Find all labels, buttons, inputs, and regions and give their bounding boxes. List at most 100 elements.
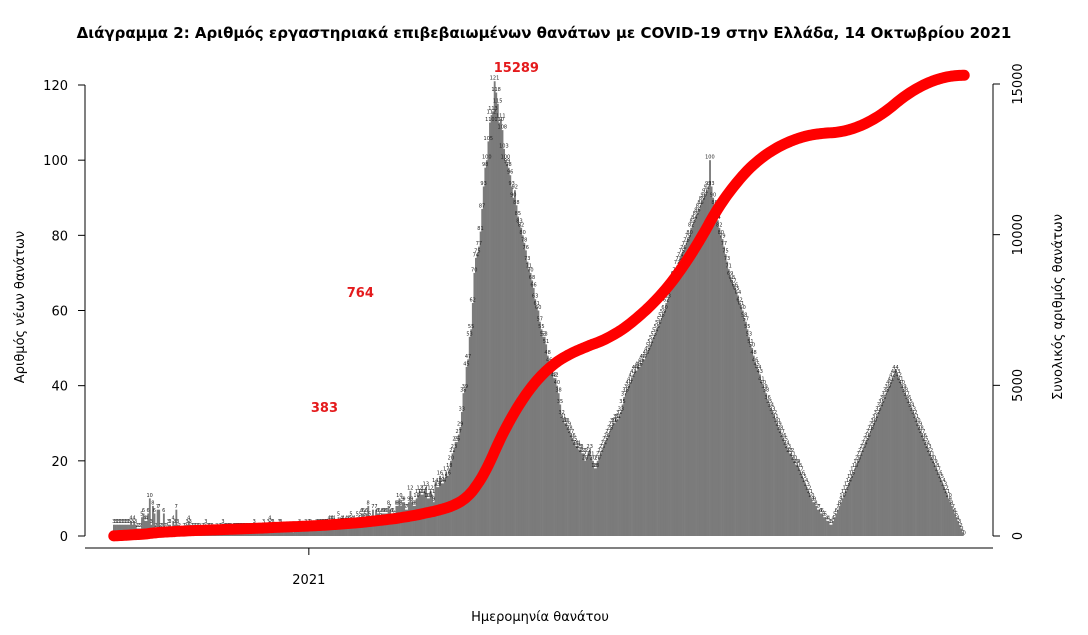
bar (699, 205, 702, 536)
bar (679, 257, 682, 536)
bar-value-label: 25 (571, 437, 577, 443)
bar-value-label: 19 (931, 459, 937, 465)
bar (890, 381, 892, 536)
bar (656, 329, 658, 536)
bar (757, 370, 760, 536)
bar-value-label: 82 (518, 222, 524, 228)
bar-value-label: 99 (504, 158, 510, 164)
bar (261, 532, 264, 536)
bar-value-label: 15 (847, 474, 853, 480)
y-tick-left-label: 20 (51, 455, 68, 470)
bar-value-label: 69 (727, 271, 733, 277)
bar-value-label: 4 (328, 515, 331, 521)
bar-value-label: 10 (426, 493, 432, 499)
bar (571, 438, 574, 536)
bar (460, 411, 463, 536)
bar-value-label: 45 (463, 361, 469, 367)
bar (774, 419, 777, 536)
bar (899, 381, 902, 536)
bar-value-label: 20 (930, 455, 936, 461)
bar (868, 434, 871, 536)
bar (482, 186, 485, 537)
bar-value-label: 8 (396, 500, 399, 506)
bar-value-label: 46 (546, 358, 552, 364)
bar (930, 457, 933, 536)
bar (785, 445, 788, 536)
y-tick-left-label: 60 (51, 305, 68, 320)
bar-value-label: 25 (922, 437, 928, 443)
bar-value-label: 62 (469, 297, 475, 303)
bar-value-label: 26 (864, 433, 870, 439)
bar (707, 186, 710, 537)
bar (479, 231, 482, 536)
bar (762, 385, 764, 536)
bar (553, 378, 555, 536)
y-axis-left: 0 20 40 60 80 100 120 (43, 79, 86, 545)
bar (518, 224, 521, 536)
bar-value-label: 70 (527, 267, 533, 273)
bar-value-label: 10 (808, 493, 814, 499)
bar (916, 423, 919, 536)
bar-value-label: 3 (126, 519, 129, 525)
bar-value-label: 67 (730, 279, 736, 285)
bar-value-label: 47 (465, 354, 471, 360)
bar (540, 329, 543, 536)
bar (649, 344, 652, 536)
bar-value-label: 48 (544, 350, 550, 356)
bar-value-label: 32 (874, 410, 880, 416)
bar (696, 212, 699, 536)
bar-value-label: 57 (537, 316, 543, 322)
bar-value-label: 36 (880, 395, 886, 401)
bar-value-label: 75 (679, 249, 685, 255)
bar (793, 460, 796, 536)
bar (432, 502, 435, 536)
bar-value-label: 29 (775, 422, 781, 428)
bar-value-label: 9 (402, 497, 405, 503)
bar-value-label: 88 (513, 200, 519, 206)
bar (685, 242, 688, 536)
bar-value-label: 26 (604, 433, 610, 439)
bar (663, 310, 666, 536)
bar-value-label: 12 (427, 485, 433, 491)
bar (947, 498, 950, 536)
bar (613, 423, 616, 536)
bar-value-label: 22 (788, 448, 794, 454)
bar (738, 302, 741, 536)
bar (148, 498, 151, 536)
bar-value-label: 26 (780, 433, 786, 439)
bar-value-label: 44 (892, 365, 898, 371)
bar (601, 449, 604, 536)
bar (872, 423, 875, 536)
bar (557, 393, 560, 536)
bar (835, 513, 838, 536)
bar (751, 348, 754, 536)
bar-value-label: 68 (529, 275, 535, 281)
bar-value-label: 80 (519, 230, 525, 236)
bar (476, 254, 479, 537)
bar-value-label: 7 (371, 504, 374, 510)
bar (837, 509, 839, 536)
bar (810, 498, 813, 536)
y-tick-left-label: 80 (51, 229, 68, 244)
bar-value-label: 50 (646, 343, 652, 349)
bar-value-label: 5 (356, 512, 359, 518)
bar (618, 415, 621, 536)
bar (626, 389, 629, 536)
bar-value-label: 22 (580, 448, 586, 454)
bar-value-label: 60 (661, 305, 667, 311)
bar-value-label: 54 (652, 328, 658, 334)
bar (716, 220, 719, 537)
bar (843, 494, 846, 536)
bar-value-label: 73 (724, 256, 730, 262)
x-axis: 2021 (85, 547, 993, 588)
bar-value-label: 3 (118, 519, 121, 525)
bar (665, 302, 668, 536)
bar (295, 528, 298, 536)
bar-value-label: 57 (743, 316, 749, 322)
bar-value-label: 77 (682, 241, 688, 247)
bar-value-label: 93 (708, 181, 714, 187)
bar (730, 280, 733, 536)
bar (512, 197, 515, 536)
bar-value-label: 4 (825, 515, 828, 521)
bar (542, 336, 544, 536)
